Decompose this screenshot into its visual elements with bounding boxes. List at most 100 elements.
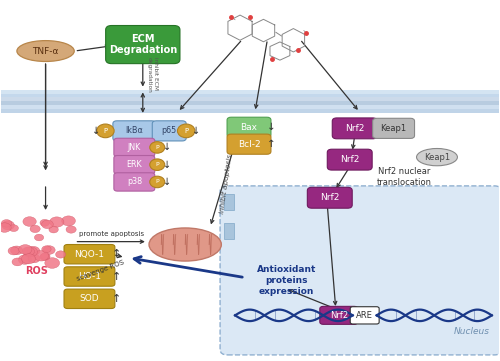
Circle shape	[66, 226, 76, 233]
Text: promote apoptosis: promote apoptosis	[79, 231, 144, 237]
FancyBboxPatch shape	[114, 156, 155, 174]
Text: P: P	[156, 179, 159, 184]
Bar	[0, 90, 500, 93]
Text: P: P	[184, 128, 188, 134]
Text: Nrf2: Nrf2	[330, 311, 348, 320]
Text: IkBα: IkBα	[126, 126, 144, 135]
Text: SOD: SOD	[80, 294, 100, 303]
Text: ↓: ↓	[92, 126, 100, 136]
Circle shape	[34, 251, 48, 261]
Circle shape	[2, 221, 14, 230]
Text: P: P	[156, 162, 159, 167]
Text: ROS: ROS	[25, 266, 48, 277]
Text: Nucleus: Nucleus	[454, 327, 490, 336]
Text: inhibit apoptosis: inhibit apoptosis	[220, 154, 234, 214]
Text: ↑: ↑	[112, 294, 121, 304]
Circle shape	[22, 247, 34, 256]
Bar	[224, 223, 234, 239]
Text: ARE: ARE	[356, 311, 373, 320]
Circle shape	[42, 246, 51, 253]
Ellipse shape	[150, 142, 164, 153]
Text: Bcl-2: Bcl-2	[238, 140, 260, 149]
Text: p38: p38	[127, 178, 142, 186]
Text: JNK: JNK	[128, 143, 141, 152]
Text: Antioxidant
proteins
expression: Antioxidant proteins expression	[256, 265, 316, 296]
Bar	[0, 101, 500, 105]
Ellipse shape	[416, 148, 458, 166]
FancyBboxPatch shape	[227, 134, 271, 154]
Text: ECM
Degradation: ECM Degradation	[108, 34, 177, 55]
FancyBboxPatch shape	[64, 289, 115, 309]
Text: Bax: Bax	[240, 123, 258, 132]
Circle shape	[8, 247, 19, 255]
Text: inhibit ECM
degradation: inhibit ECM degradation	[147, 57, 158, 92]
Text: ↑: ↑	[267, 139, 276, 149]
Text: P: P	[104, 128, 108, 134]
Text: Nrf2: Nrf2	[340, 155, 359, 164]
Circle shape	[56, 251, 66, 258]
FancyBboxPatch shape	[332, 118, 377, 139]
FancyBboxPatch shape	[372, 118, 414, 138]
Text: ↓: ↓	[192, 126, 200, 136]
Ellipse shape	[178, 124, 195, 138]
Text: HO-1: HO-1	[78, 272, 101, 281]
Bar	[0, 109, 500, 113]
Text: p65: p65	[162, 126, 177, 135]
Ellipse shape	[150, 159, 164, 170]
FancyBboxPatch shape	[328, 149, 372, 170]
Circle shape	[23, 217, 36, 226]
Text: ERK: ERK	[126, 160, 142, 169]
FancyBboxPatch shape	[114, 138, 155, 157]
FancyBboxPatch shape	[64, 267, 115, 286]
Text: ↑: ↑	[112, 249, 121, 259]
Ellipse shape	[150, 176, 164, 188]
Text: ↓: ↓	[163, 160, 172, 170]
Text: Keap1: Keap1	[380, 124, 406, 133]
Circle shape	[28, 254, 40, 263]
Text: ↓: ↓	[163, 177, 172, 187]
Circle shape	[27, 247, 40, 256]
Circle shape	[22, 254, 36, 264]
Circle shape	[0, 223, 11, 232]
Text: scavenge ROS: scavenge ROS	[76, 260, 125, 282]
FancyBboxPatch shape	[220, 186, 500, 355]
Circle shape	[40, 219, 50, 226]
Text: Nrf2: Nrf2	[345, 124, 364, 133]
Bar	[0, 105, 500, 109]
Text: ↓: ↓	[163, 143, 172, 152]
FancyBboxPatch shape	[64, 244, 115, 264]
Text: Keap1: Keap1	[424, 153, 450, 162]
FancyBboxPatch shape	[227, 117, 271, 137]
Circle shape	[18, 245, 32, 254]
Circle shape	[12, 258, 23, 266]
Bar	[0, 97, 500, 101]
Bar	[0, 93, 500, 97]
Circle shape	[42, 220, 54, 229]
Text: P: P	[156, 145, 159, 150]
FancyBboxPatch shape	[106, 26, 180, 64]
Circle shape	[18, 255, 32, 264]
Bar	[224, 194, 234, 210]
Circle shape	[50, 217, 64, 227]
Text: Nrf2 nuclear
translocation: Nrf2 nuclear translocation	[377, 167, 432, 187]
FancyBboxPatch shape	[114, 173, 155, 191]
Text: TNF-α: TNF-α	[32, 47, 59, 56]
Circle shape	[34, 234, 43, 241]
Circle shape	[43, 246, 55, 255]
Circle shape	[62, 216, 76, 226]
Ellipse shape	[149, 228, 222, 261]
Text: NQO-1: NQO-1	[74, 250, 104, 259]
Text: Nrf2: Nrf2	[320, 193, 340, 202]
Ellipse shape	[96, 124, 114, 138]
FancyBboxPatch shape	[308, 187, 352, 208]
Circle shape	[9, 225, 18, 231]
Circle shape	[30, 225, 40, 232]
Text: ↓: ↓	[267, 122, 276, 132]
Circle shape	[24, 247, 38, 257]
Circle shape	[45, 258, 60, 268]
FancyBboxPatch shape	[350, 307, 379, 324]
Circle shape	[40, 253, 50, 261]
FancyBboxPatch shape	[113, 121, 156, 141]
Ellipse shape	[17, 40, 74, 61]
Text: ↑: ↑	[112, 271, 121, 282]
